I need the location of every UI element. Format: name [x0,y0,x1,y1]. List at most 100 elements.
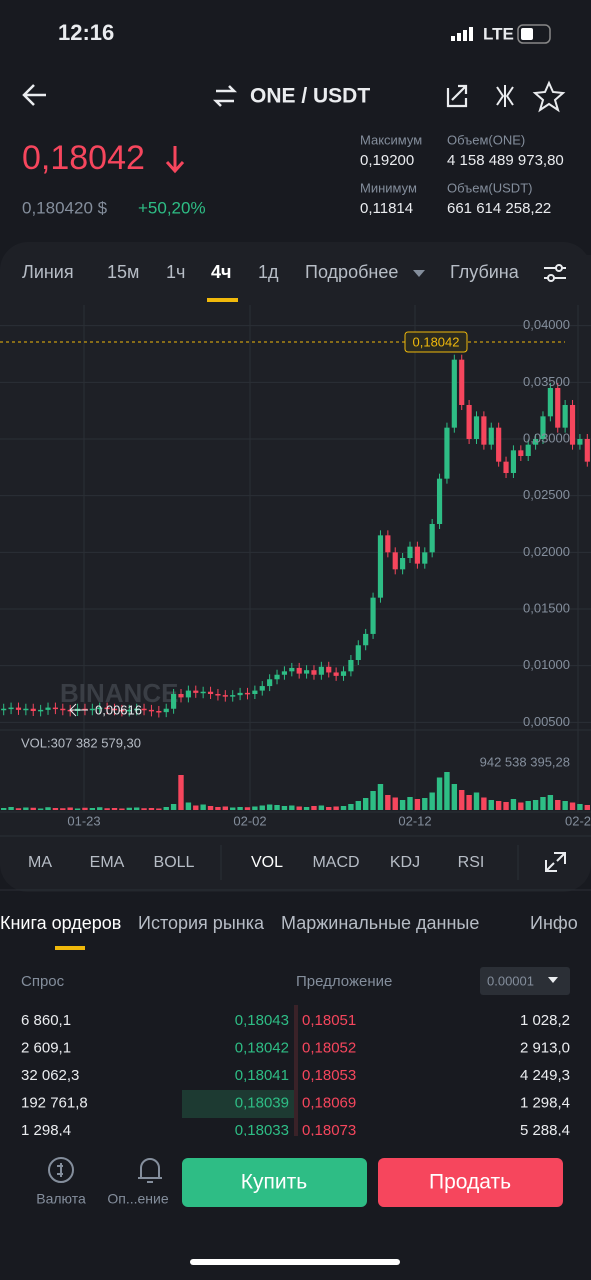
bid-amount: 192 761,8 [21,1094,88,1111]
tab[interactable]: Инфо [530,913,578,933]
volume-bar [362,798,369,810]
candle [230,695,236,697]
ask-price: 0,18052 [302,1039,356,1056]
fullscreen-icon[interactable] [545,852,566,872]
ask-price: 0,18051 [302,1012,356,1029]
volume-bar [37,808,44,810]
favorite-icon[interactable] [532,80,566,113]
interval[interactable]: Глубина [450,262,520,282]
compare-icon[interactable] [496,85,514,107]
chart-panel [0,242,591,892]
candle [496,427,502,462]
interval[interactable]: 4ч [211,262,231,282]
y-tick-label: 0,02000 [523,544,570,559]
candle [30,708,36,711]
volume-bar [348,804,354,810]
candle [562,405,568,428]
candle [104,707,110,710]
x-tick-label: 02-12 [398,813,431,828]
back-button[interactable] [22,84,46,106]
indicator[interactable]: MACD [312,854,359,871]
volume-bar [244,807,251,810]
dropdown-icon[interactable] [413,270,425,277]
candle [407,546,413,558]
interval[interactable]: Подробнее [305,262,398,282]
buy-button[interactable] [182,1158,367,1207]
last-price-box [404,331,468,353]
indicator[interactable]: RSI [458,854,485,871]
candle [333,672,339,676]
candle [481,416,487,445]
interval[interactable]: 15м [107,262,139,282]
stat-label: Максимум [360,132,422,147]
candle [525,444,531,456]
volume-bar [89,808,96,810]
candle [15,707,22,710]
stat-label: Объем(USDT) [447,180,532,195]
buy-label[interactable]: Купить [241,1171,307,1194]
swap-icon[interactable] [212,85,238,107]
volume-bar [326,807,332,810]
interval[interactable]: 1д [258,262,279,282]
ask-amount: 4 249,3 [520,1067,570,1084]
candle [289,667,295,672]
volume-bar [274,805,280,810]
indicator[interactable]: EMA [90,854,125,871]
volume-bar [451,784,458,810]
ask-price: 0,18069 [302,1094,356,1111]
candle [400,558,406,570]
interval[interactable]: 1ч [166,262,185,282]
indicator[interactable]: VOL [251,854,283,871]
tab[interactable]: Книга ордеров [0,913,121,933]
tab[interactable]: История рынка [138,913,265,933]
low-label: 0,00616 [95,702,142,717]
depth-bar [294,1005,298,1136]
volume-bar [584,805,590,810]
volume-bar [436,777,443,810]
y-tick-label: 0,03000 [523,430,570,445]
price-usd: 0,180420 $ [22,198,108,217]
volume-bar [495,801,502,810]
options-label[interactable]: Оп...ение [107,1191,168,1207]
volume-bar [355,801,361,810]
candle [555,388,561,428]
indicator[interactable]: BOLL [154,854,195,871]
volume-bar [540,797,546,810]
indicator[interactable]: KDJ [390,854,420,871]
volume-bar [569,802,576,810]
bell-icon[interactable] [138,1158,162,1183]
pair[interactable]: ONE / USDT [250,85,370,108]
precision[interactable]: 0.00001 [487,973,534,988]
settings-bg [522,255,591,291]
candle [429,524,435,553]
volume-bar [259,805,265,810]
volume-bar [23,807,29,810]
volume-bar [392,797,398,810]
ask-price: 0,18073 [302,1122,356,1139]
candle [363,633,369,646]
volume-bar [555,800,561,810]
tab[interactable]: Маржинальные данные [281,913,479,933]
ask-amount: 2 913,0 [520,1039,570,1056]
candle [89,708,95,711]
sell-label[interactable]: Продать [429,1171,511,1194]
price: 0,18042 [22,139,145,177]
volume-bar [481,797,487,810]
stat-label: Минимум [360,180,417,195]
candle [370,597,376,634]
interval[interactable]: Линия [22,262,74,282]
x-tick-label: 02-02 [233,813,266,828]
volume-bar [230,807,236,810]
y-tick-label: 0,03500 [523,374,570,389]
watermark: BINANCE [60,678,178,708]
chart: BINANCE 0,04000 0,03500 0,03000 0,02500 0,020… [0,305,591,828]
indicator[interactable]: MA [28,854,52,871]
precision-select[interactable] [480,967,570,995]
candle [23,708,29,711]
currency-label[interactable]: Валюта [36,1191,86,1207]
sell-button[interactable] [378,1158,563,1207]
y-tick-label: 0,01500 [523,600,570,615]
currency-icon[interactable] [48,1157,74,1183]
candle [134,708,140,711]
share-icon[interactable] [446,84,468,108]
